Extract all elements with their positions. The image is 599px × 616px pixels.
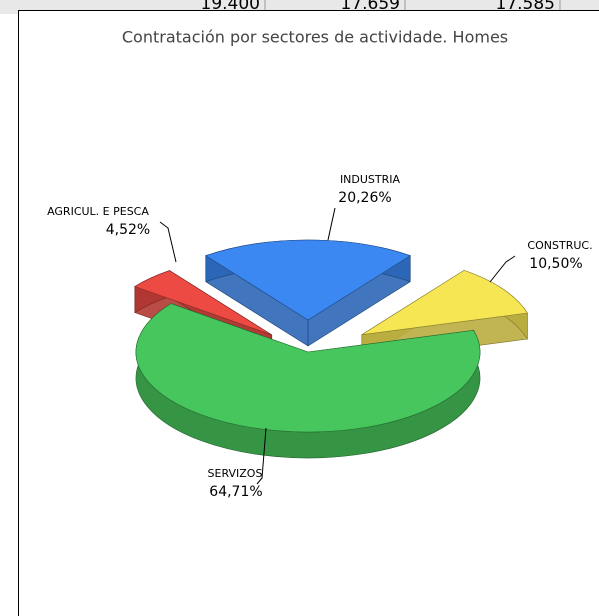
value-label: 4,52% bbox=[106, 222, 150, 238]
chart-title: Contratación por sectores de actividade.… bbox=[122, 28, 508, 47]
value-label: 64,71% bbox=[209, 484, 262, 500]
leader-line bbox=[489, 255, 516, 283]
value-label: 10,50% bbox=[529, 256, 582, 272]
leader-line bbox=[159, 221, 177, 263]
slice bbox=[135, 303, 481, 433]
slice bbox=[134, 270, 272, 336]
labels: AGRICUL. E PESCA 4,52% INDUSTRIA 20,26% CONS… bbox=[47, 173, 592, 500]
leader-line bbox=[327, 207, 336, 241]
category-label: CONSTRUC. bbox=[527, 239, 592, 252]
pie bbox=[134, 239, 528, 459]
leader-line bbox=[256, 427, 267, 485]
category-label: AGRICUL. E PESCA bbox=[47, 205, 149, 218]
slice bbox=[205, 239, 411, 321]
value-label: 20,26% bbox=[338, 190, 391, 206]
category-label: INDUSTRIA bbox=[340, 173, 401, 186]
slice bbox=[361, 270, 528, 336]
category-label: SERVIZOS bbox=[208, 467, 263, 480]
